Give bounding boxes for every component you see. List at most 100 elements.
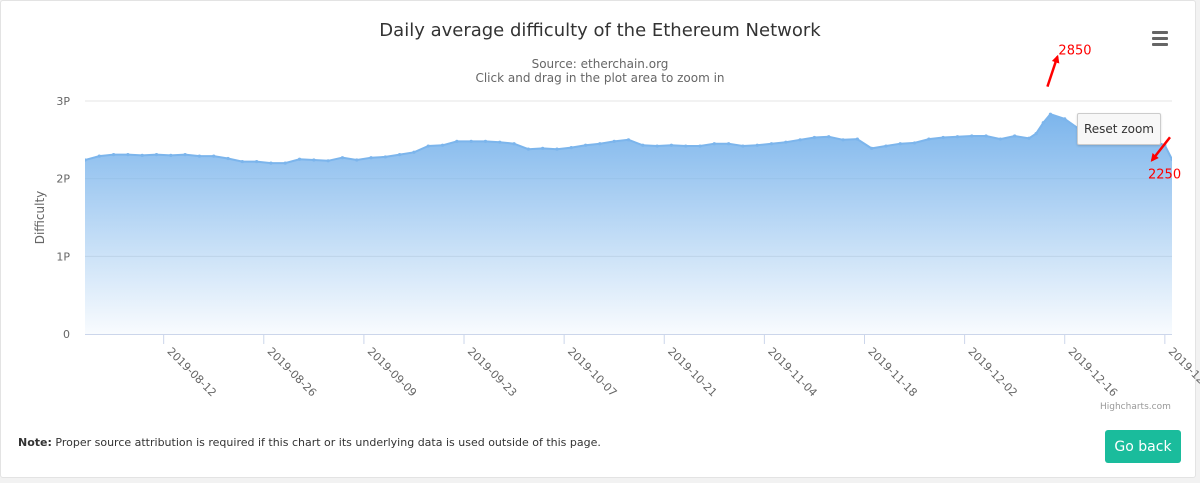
data-point — [440, 143, 445, 147]
difficulty-area-chart[interactable]: 0 1P 2P 3P Difficulty 2019-08-12 2019-08-26 201… — [0, 0, 1200, 420]
data-point — [169, 153, 173, 157]
data-point — [784, 140, 788, 144]
data-point — [355, 158, 359, 162]
data-point — [412, 150, 416, 154]
annotation-arrow-max — [1046, 54, 1060, 88]
chart-subtitle-hint: Click and drag in the plot area to zoom … — [475, 71, 725, 85]
y-axis-label: Difficulty — [33, 191, 47, 245]
chart-menu-button[interactable] — [1146, 26, 1174, 50]
data-point — [998, 137, 1002, 141]
data-point — [798, 138, 802, 142]
data-point — [483, 139, 488, 143]
data-point — [1063, 117, 1067, 121]
data-point — [555, 147, 559, 151]
data-point — [641, 143, 645, 147]
x-tick-label-4: 2019-10-07 — [565, 345, 619, 399]
data-point — [684, 144, 688, 148]
data-point — [541, 146, 545, 150]
data-point — [984, 134, 988, 138]
data-point — [583, 143, 588, 147]
note-text: Proper source attribution is required if… — [51, 436, 601, 449]
data-point — [212, 154, 216, 158]
x-tick-label-2: 2019-09-09 — [365, 345, 419, 399]
data-point — [927, 137, 931, 141]
data-point — [598, 142, 602, 146]
data-point — [526, 147, 530, 151]
annotation-arrow-last — [1150, 136, 1171, 162]
data-point — [1048, 112, 1053, 116]
data-point — [426, 144, 430, 148]
data-point — [569, 146, 573, 150]
data-point — [970, 134, 974, 138]
data-point — [698, 144, 702, 148]
difficulty-area — [85, 114, 1172, 334]
data-point — [154, 152, 159, 157]
chart-subtitle: Source: etherchain.org Click and drag in… — [0, 57, 1200, 85]
data-point — [197, 154, 202, 158]
x-tick-label-10: 2019-12- — [1166, 345, 1200, 390]
data-point — [383, 155, 387, 159]
data-point — [827, 135, 831, 139]
y-tick-label-3: 3P — [56, 95, 70, 108]
x-tick-label-9: 2019-12-16 — [1066, 345, 1120, 399]
data-point — [727, 142, 731, 146]
data-point — [140, 153, 144, 157]
data-point — [455, 139, 459, 143]
data-point — [841, 138, 845, 142]
data-point — [269, 161, 273, 165]
data-point — [126, 152, 130, 157]
data-point — [240, 159, 244, 164]
annotation-label-last: 2250 — [1148, 167, 1181, 182]
data-point — [955, 135, 960, 139]
go-back-button[interactable]: Go back — [1105, 430, 1181, 463]
chart-title: Daily average difficulty of the Ethereum… — [379, 20, 821, 41]
x-tick-label-5: 2019-10-21 — [665, 345, 719, 399]
data-point — [655, 144, 659, 148]
data-point — [398, 152, 402, 157]
data-point — [283, 161, 287, 165]
data-point — [612, 139, 616, 143]
data-point — [1041, 121, 1045, 125]
data-point — [626, 138, 631, 142]
x-tick-label-7: 2019-11-18 — [865, 345, 919, 399]
data-point — [255, 159, 259, 164]
data-point — [870, 146, 874, 150]
data-point — [669, 143, 674, 147]
chart-subtitle-source: Source: etherchain.org — [531, 57, 669, 71]
data-point — [855, 137, 859, 141]
data-point — [1034, 132, 1038, 136]
data-point — [340, 156, 345, 160]
data-point — [741, 144, 745, 148]
x-tick-label-8: 2019-12-02 — [965, 345, 1019, 399]
data-point — [1170, 157, 1172, 161]
reset-zoom-button[interactable]: Reset zoom — [1077, 113, 1161, 145]
note-label: Note: — [18, 436, 52, 449]
annotation-label-max: 2850 — [1058, 44, 1091, 59]
data-point — [112, 152, 116, 157]
highcharts-credits-link[interactable]: Highcharts.com — [1100, 402, 1171, 412]
data-point — [498, 140, 502, 144]
data-point — [941, 135, 945, 140]
x-tick-label-0: 2019-08-12 — [165, 345, 219, 399]
data-point — [812, 135, 817, 140]
data-point — [898, 142, 902, 146]
data-point — [912, 141, 917, 145]
data-point — [884, 144, 888, 148]
data-point — [512, 142, 516, 146]
data-point — [297, 157, 302, 161]
x-tick-label-3: 2019-09-23 — [465, 345, 519, 399]
data-point — [469, 139, 473, 143]
data-point — [85, 158, 87, 162]
data-point — [1027, 136, 1031, 140]
data-point — [183, 152, 187, 157]
x-tick-label-1: 2019-08-26 — [265, 345, 319, 399]
data-point — [1013, 134, 1017, 138]
data-point — [755, 143, 759, 147]
data-point — [226, 156, 230, 161]
x-tick-label-6: 2019-11-04 — [765, 345, 819, 399]
data-point — [312, 158, 316, 162]
attribution-note: Note: Proper source attribution is requi… — [18, 436, 601, 449]
y-tick-label-0: 0 — [63, 328, 70, 341]
data-point — [369, 156, 373, 160]
y-tick-label-1: 1P — [56, 250, 70, 263]
